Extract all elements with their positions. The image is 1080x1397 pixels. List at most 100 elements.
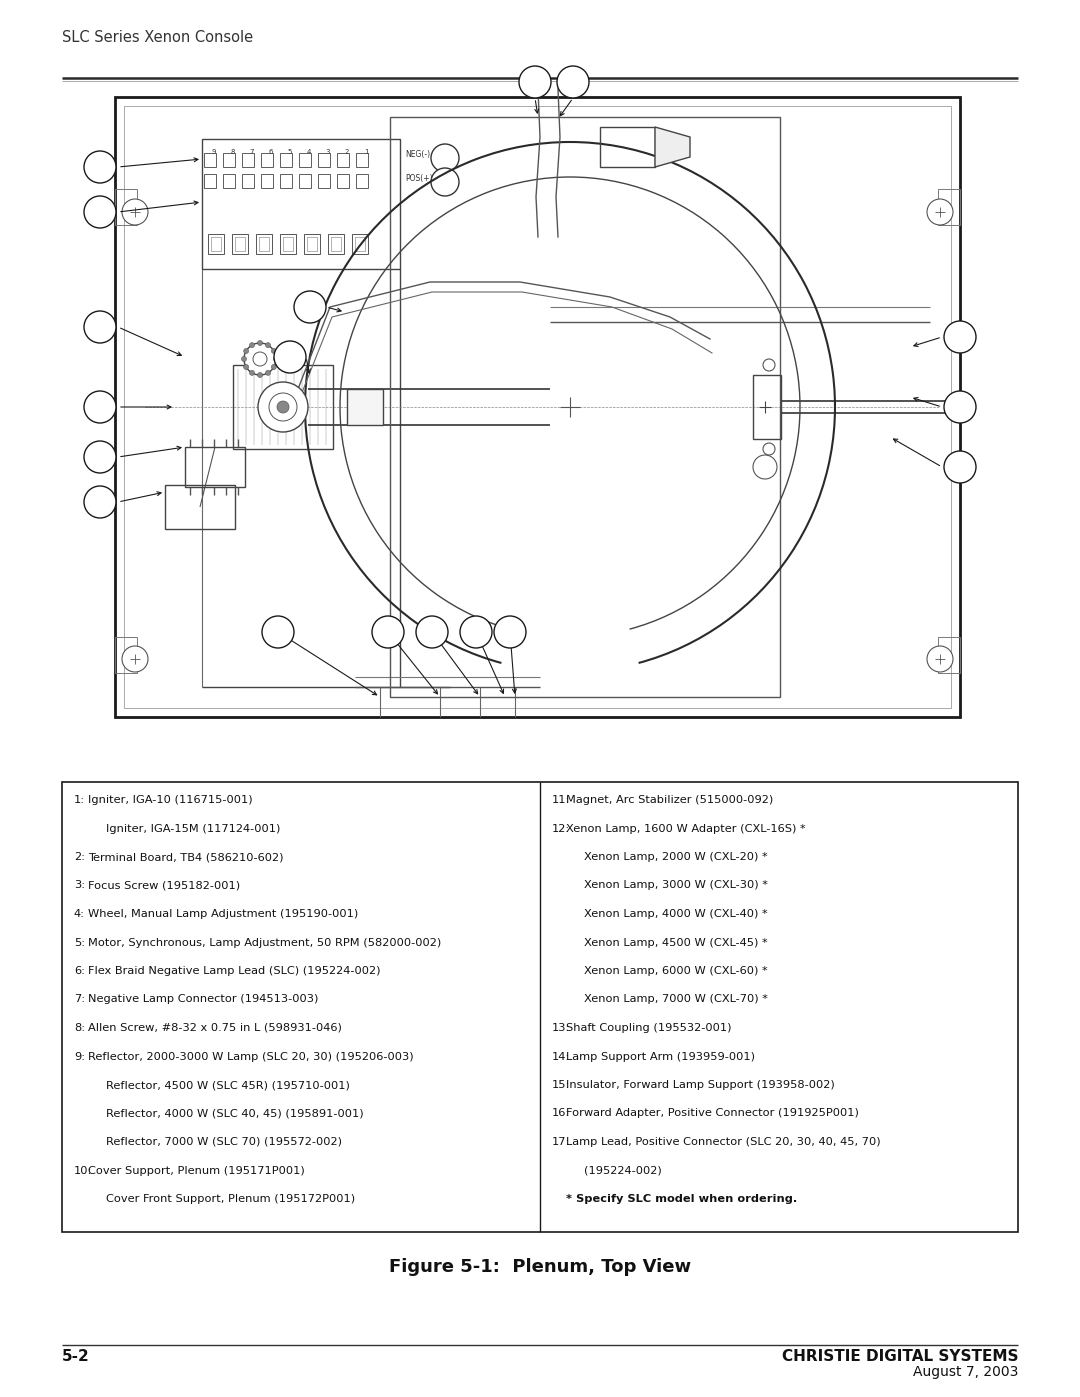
Circle shape: [253, 352, 267, 366]
Bar: [318, 154, 330, 168]
Text: SLC Series Xenon Console: SLC Series Xenon Console: [62, 29, 253, 45]
Circle shape: [431, 144, 459, 172]
Circle shape: [244, 365, 248, 369]
Bar: [280, 235, 296, 254]
Bar: [356, 154, 368, 168]
Text: 1: 1: [364, 149, 368, 155]
Text: Lamp Support Arm (193959-001): Lamp Support Arm (193959-001): [566, 1052, 755, 1062]
Text: August 7, 2003: August 7, 2003: [913, 1365, 1018, 1379]
Text: 3: 3: [96, 320, 104, 334]
Text: Xenon Lamp, 6000 W (CXL-60) *: Xenon Lamp, 6000 W (CXL-60) *: [584, 965, 768, 977]
Circle shape: [557, 66, 589, 98]
Circle shape: [269, 393, 297, 420]
Text: (195224-002): (195224-002): [584, 1165, 662, 1175]
Text: 6:: 6:: [75, 965, 85, 977]
Text: Xenon Lamp, 2000 W (CXL-20) *: Xenon Lamp, 2000 W (CXL-20) *: [584, 852, 768, 862]
Text: 16:: 16:: [552, 1108, 570, 1119]
Circle shape: [84, 312, 116, 344]
Circle shape: [927, 645, 953, 672]
Circle shape: [84, 151, 116, 183]
Bar: [307, 237, 318, 251]
Circle shape: [927, 198, 953, 225]
Text: 14:: 14:: [552, 1052, 570, 1062]
Text: NEG(-): NEG(-): [405, 151, 430, 159]
Text: Igniter, IGA-15M (117124-001): Igniter, IGA-15M (117124-001): [106, 823, 281, 834]
Circle shape: [416, 616, 448, 648]
Bar: [204, 175, 216, 189]
Bar: [939, 189, 960, 225]
Bar: [337, 175, 349, 189]
Text: CHRISTIE DIGITAL SYSTEMS: CHRISTIE DIGITAL SYSTEMS: [782, 1350, 1018, 1363]
Bar: [165, 485, 235, 529]
Text: 12: 12: [502, 626, 517, 638]
Text: Xenon Lamp, 3000 W (CXL-30) *: Xenon Lamp, 3000 W (CXL-30) *: [584, 880, 768, 890]
Bar: [299, 175, 311, 189]
Text: * Specify SLC model when ordering.: * Specify SLC model when ordering.: [566, 1194, 797, 1204]
Text: 11:: 11:: [552, 795, 570, 805]
Text: 1:: 1:: [75, 795, 85, 805]
Circle shape: [84, 441, 116, 474]
Text: Wheel, Manual Lamp Adjustment (195190-001): Wheel, Manual Lamp Adjustment (195190-00…: [87, 909, 359, 919]
Bar: [208, 235, 224, 254]
Circle shape: [266, 370, 270, 376]
Bar: [318, 175, 330, 189]
Text: -: -: [362, 398, 368, 416]
Circle shape: [460, 616, 492, 648]
Text: Negative Lamp Connector (194513-003): Negative Lamp Connector (194513-003): [87, 995, 319, 1004]
Circle shape: [762, 443, 775, 455]
Bar: [261, 175, 273, 189]
Text: Reflector, 7000 W (SLC 70) (195572-002): Reflector, 7000 W (SLC 70) (195572-002): [106, 1137, 342, 1147]
Text: Allen Screw, #8-32 x 0.75 in L (598931-046): Allen Screw, #8-32 x 0.75 in L (598931-0…: [87, 1023, 342, 1032]
Text: 7: 7: [249, 149, 254, 155]
Text: 8: 8: [231, 149, 235, 155]
Bar: [356, 175, 368, 189]
Bar: [222, 175, 235, 189]
Bar: [256, 235, 272, 254]
Text: 12:: 12:: [552, 823, 570, 834]
Text: Insulator, Forward Lamp Support (193958-002): Insulator, Forward Lamp Support (193958-…: [566, 1080, 835, 1090]
Bar: [242, 154, 254, 168]
Text: 17:: 17:: [552, 1137, 570, 1147]
Bar: [600, 127, 654, 168]
Circle shape: [944, 321, 976, 353]
Bar: [114, 96, 960, 717]
Circle shape: [257, 373, 262, 377]
Bar: [202, 138, 400, 270]
Bar: [283, 237, 293, 251]
Bar: [280, 154, 292, 168]
Circle shape: [274, 341, 306, 373]
Circle shape: [244, 344, 276, 374]
Text: 16: 16: [953, 331, 968, 344]
Text: 8: 8: [274, 626, 282, 638]
Text: 3:: 3:: [75, 880, 85, 890]
Bar: [352, 235, 368, 254]
Circle shape: [249, 370, 255, 376]
Text: Xenon Lamp, 4500 W (CXL-45) *: Xenon Lamp, 4500 W (CXL-45) *: [584, 937, 768, 947]
Text: 13:: 13:: [552, 1023, 570, 1032]
Bar: [280, 175, 292, 189]
Text: 11: 11: [469, 626, 484, 638]
Circle shape: [84, 196, 116, 228]
Text: 1: 1: [96, 161, 104, 173]
Text: Reflector, 2000-3000 W Lamp (SLC 20, 30) (195206-003): Reflector, 2000-3000 W Lamp (SLC 20, 30)…: [87, 1052, 414, 1062]
Text: 10: 10: [380, 626, 395, 638]
Text: Xenon Lamp, 7000 W (CXL-70) *: Xenon Lamp, 7000 W (CXL-70) *: [584, 995, 768, 1004]
Text: Cover Support, Plenum (195171P001): Cover Support, Plenum (195171P001): [87, 1165, 305, 1175]
Bar: [233, 365, 333, 448]
Bar: [242, 175, 254, 189]
Bar: [303, 235, 320, 254]
Text: Motor, Synchronous, Lamp Adjustment, 50 RPM (582000-002): Motor, Synchronous, Lamp Adjustment, 50 …: [87, 937, 442, 947]
Text: Terminal Board, TB4 (586210-602): Terminal Board, TB4 (586210-602): [87, 852, 283, 862]
Text: 5: 5: [96, 496, 104, 509]
Circle shape: [84, 486, 116, 518]
Text: 9:: 9:: [75, 1052, 85, 1062]
Circle shape: [258, 381, 308, 432]
Text: Xenon Lamp, 4000 W (CXL-40) *: Xenon Lamp, 4000 W (CXL-40) *: [584, 909, 768, 919]
Bar: [62, 782, 1018, 1232]
Text: 17: 17: [527, 75, 542, 88]
Circle shape: [244, 348, 248, 353]
Bar: [347, 388, 383, 425]
Text: POS(+): POS(+): [405, 175, 433, 183]
Bar: [232, 235, 248, 254]
Circle shape: [294, 291, 326, 323]
